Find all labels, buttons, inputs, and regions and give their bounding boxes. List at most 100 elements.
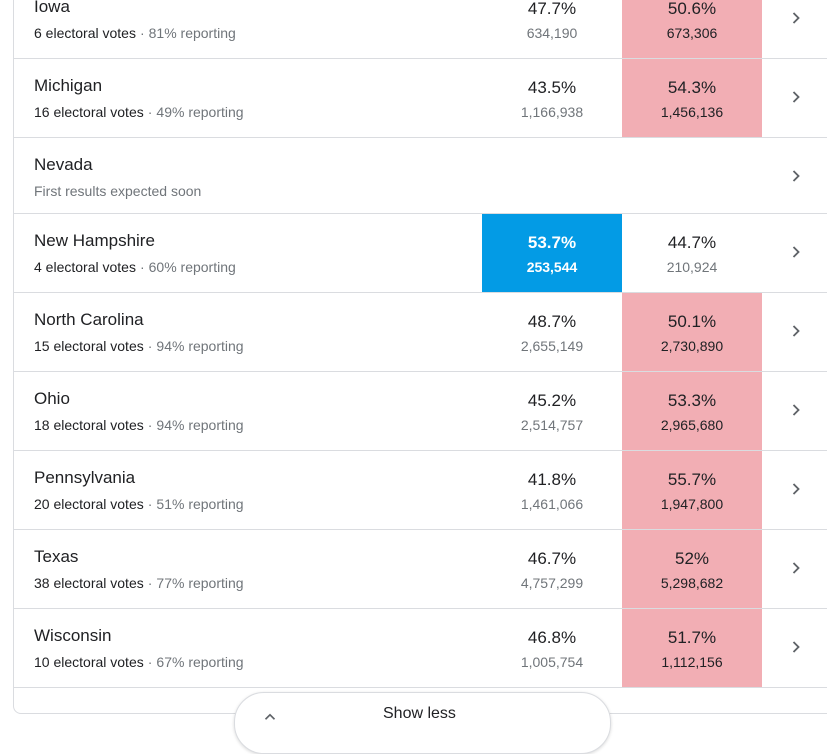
dem-votes: 634,190 [526,25,578,41]
dem-percent: 41.8% [527,470,577,489]
state-row[interactable]: Iowa 6 electoral votes · 81% reporting 47.7%… [14,0,827,59]
state-name: Texas [34,547,79,566]
results-note: First results expected soon [34,183,202,199]
separator-dot: · [147,654,153,670]
rep-result-cell: 44.7% 210,924 [622,214,762,292]
chevron-right-icon[interactable] [786,321,806,341]
dem-votes: 1,461,066 [520,496,584,512]
rep-votes: 5,298,682 [660,575,724,591]
state-subtitle: 15 electoral votes · 94% reporting [34,338,244,354]
dem-result-cell: 47.7% 634,190 [482,0,622,58]
rep-percent: 55.7% [667,470,717,489]
rep-result-cell: 50.6% 673,306 [622,0,762,58]
state-row[interactable]: Texas 38 electoral votes · 77% reporting 46.… [14,530,827,609]
electoral-votes: 38 electoral votes [34,575,144,591]
reporting-percent: 81% reporting [148,25,236,41]
state-subtitle: 10 electoral votes · 67% reporting [34,654,244,670]
dem-votes: 1,005,754 [520,654,584,670]
rep-result-cell: 54.3% 1,456,136 [622,59,762,137]
reporting-percent: 94% reporting [156,338,244,354]
electoral-votes: 20 electoral votes [34,496,144,512]
electoral-votes: 4 electoral votes [34,259,136,275]
state-name: Michigan [34,76,103,95]
rep-result-cell: 52% 5,298,682 [622,530,762,608]
show-less-label: Show less [383,705,456,722]
dem-percent: 46.7% [527,549,577,568]
state-row[interactable]: New Hampshire 4 electoral votes · 60% repor… [14,214,827,293]
state-name: Iowa [34,0,70,16]
dem-percent: 48.7% [527,312,577,331]
rep-result-cell: 51.7% 1,112,156 [622,609,762,687]
rep-votes: 1,456,136 [660,104,724,120]
rep-percent: 54.3% [667,78,717,97]
rep-percent: 51.7% [667,628,717,647]
state-name: Nevada [34,155,93,174]
state-subtitle: 18 electoral votes · 94% reporting [34,417,244,433]
dem-result-cell: 53.7% 253,544 [482,214,622,292]
chevron-right-icon[interactable] [786,637,806,657]
state-subtitle: 16 electoral votes · 49% reporting [34,104,244,120]
dem-percent: 53.7% [527,233,577,252]
state-name: North Carolina [34,310,144,329]
separator-dot: · [139,259,145,275]
separator-dot: · [147,575,153,591]
rep-votes: 673,306 [666,25,718,41]
rep-votes: 2,730,890 [660,338,724,354]
state-name: Pennsylvania [34,468,136,487]
electoral-votes: 18 electoral votes [34,417,144,433]
state-subtitle: 20 electoral votes · 51% reporting [34,496,244,512]
electoral-votes: 10 electoral votes [34,654,144,670]
reporting-percent: 77% reporting [156,575,244,591]
separator-dot: · [147,338,153,354]
state-row[interactable]: Wisconsin 10 electoral votes · 67% reportin… [14,609,827,688]
state-subtitle: 6 electoral votes · 81% reporting [34,25,236,41]
state-row[interactable]: Ohio 18 electoral votes · 94% reporting 45.2… [14,372,827,451]
chevron-right-icon[interactable] [786,242,806,262]
dem-votes: 1,166,938 [520,104,584,120]
state-row[interactable]: Michigan 16 electoral votes · 49% reporting… [14,59,827,138]
show-less-button[interactable]: Show less [234,692,611,754]
dem-votes: 2,655,149 [520,338,584,354]
dem-percent: 43.5% [527,78,577,97]
separator-dot: · [139,25,145,41]
state-subtitle: 4 electoral votes · 60% reporting [34,259,236,275]
electoral-votes: 16 electoral votes [34,104,144,120]
rep-percent: 50.1% [667,312,717,331]
state-name: Ohio [34,389,70,408]
chevron-right-icon[interactable] [786,558,806,578]
state-row[interactable]: Pennsylvania 20 electoral votes · 51% repor… [14,451,827,530]
dem-percent: 45.2% [527,391,577,410]
dem-result-cell: 46.7% 4,757,299 [482,530,622,608]
dem-votes: 4,757,299 [520,575,584,591]
state-results-list: Iowa 6 electoral votes · 81% reporting 47.7%… [14,0,827,688]
chevron-right-icon[interactable] [786,87,806,107]
rep-votes: 210,924 [666,259,718,275]
state-row[interactable]: North Carolina 15 electoral votes · 94% rep… [14,293,827,372]
electoral-votes: 15 electoral votes [34,338,144,354]
rep-result-cell: 50.1% 2,730,890 [622,293,762,371]
rep-percent: 52% [674,549,710,568]
separator-dot: · [147,104,153,120]
chevron-right-icon[interactable] [786,400,806,420]
rep-result-cell: 55.7% 1,947,800 [622,451,762,529]
rep-percent: 50.6% [667,0,717,18]
state-subtitle: 38 electoral votes · 77% reporting [34,575,244,591]
dem-votes: 2,514,757 [520,417,584,433]
chevron-right-icon[interactable] [786,479,806,499]
dem-result-cell: 43.5% 1,166,938 [482,59,622,137]
reporting-percent: 67% reporting [156,654,244,670]
separator-dot: · [147,417,153,433]
dem-result-cell: 48.7% 2,655,149 [482,293,622,371]
chevron-right-icon[interactable] [786,166,806,186]
chevron-right-icon[interactable] [786,8,806,28]
dem-result-cell: 45.2% 2,514,757 [482,372,622,450]
state-row[interactable]: Nevada First results expected soon [14,138,827,214]
reporting-percent: 94% reporting [156,417,244,433]
chevron-up-icon [261,708,279,731]
electoral-votes: 6 electoral votes [34,25,136,41]
rep-percent: 53.3% [667,391,717,410]
state-name: New Hampshire [34,231,155,250]
reporting-percent: 60% reporting [148,259,236,275]
rep-result-cell: 53.3% 2,965,680 [622,372,762,450]
reporting-percent: 51% reporting [156,496,244,512]
